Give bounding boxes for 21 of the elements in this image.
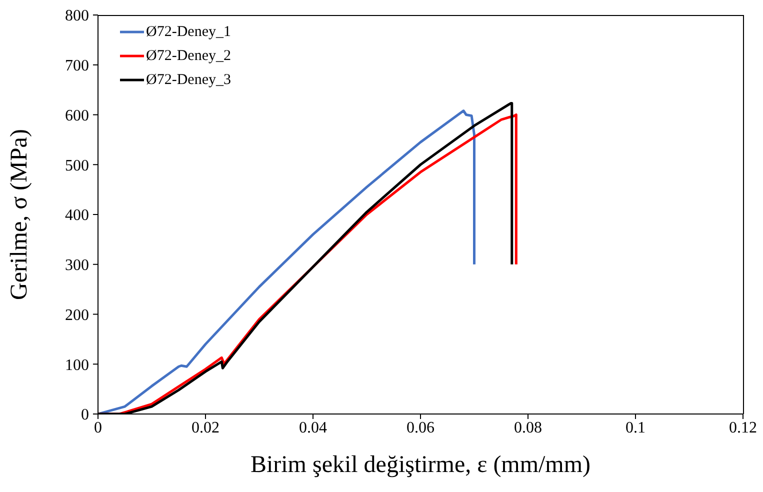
x-tick-label: 0.06	[406, 419, 434, 436]
y-tick-label: 700	[65, 58, 89, 75]
x-tick-label: 0	[94, 419, 102, 436]
x-tick-label: 0.1	[626, 419, 646, 436]
y-tick-label: 300	[65, 257, 89, 274]
x-tick-label: 0.04	[299, 419, 327, 436]
y-tick-label: 100	[65, 356, 89, 374]
legend-label: Ø72-Deney_3	[146, 72, 231, 88]
y-tick-label: 800	[65, 8, 89, 25]
y-axis-title: Gerilme, σ (MPa)	[6, 129, 33, 300]
x-tick-label: 0.12	[729, 419, 757, 436]
x-tick-label: 0.08	[514, 419, 542, 436]
y-tick-label: 400	[65, 207, 89, 224]
y-tick-label: 500	[65, 157, 89, 174]
x-tick-label: 0.02	[192, 419, 220, 436]
legend-label: Ø72-Deney_2	[146, 48, 231, 64]
y-tick-label: 0	[81, 406, 89, 424]
legend-label: Ø72-Deney_1	[146, 24, 231, 40]
x-axis-title: Birim şekil değiştirme, ε (mm/mm)	[250, 452, 591, 478]
y-tick-label: 200	[65, 306, 89, 324]
y-tick-label: 600	[65, 107, 89, 124]
